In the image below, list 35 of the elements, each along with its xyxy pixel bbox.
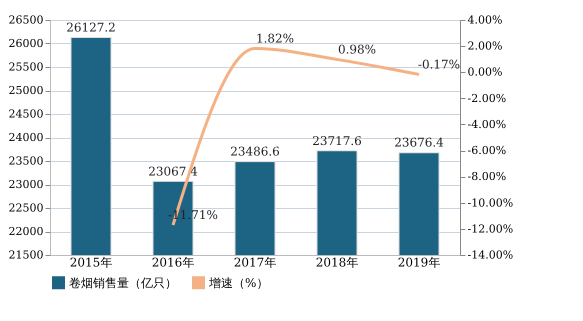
y-tick-label: 25500 (8, 60, 44, 74)
y-tick-label: 21500 (8, 248, 44, 262)
legend-label: 增速（%） (208, 276, 268, 290)
y2-tick-label: 0.00% (468, 66, 502, 79)
y2-tick-label: -6.00% (468, 144, 506, 158)
y-tick-label: 26000 (8, 37, 44, 50)
y-tick-label: 24000 (8, 131, 44, 144)
y2-tick-label: 2.00% (468, 40, 502, 53)
y2-tick-label: -8.00% (468, 170, 506, 184)
y2-tick-label: -4.00% (468, 118, 506, 131)
x-tick-label: 2019年 (398, 256, 440, 270)
data-label: 23676.4 (394, 136, 444, 150)
x-tick-label: 2018年 (316, 256, 358, 270)
x-tick-label: 2016年 (152, 256, 194, 270)
y2-tick-label: -2.00% (468, 92, 506, 105)
y-tick-label: 24500 (8, 108, 44, 120)
data-label: 23717.6 (312, 134, 362, 148)
y2-tick-label: -12.00% (468, 222, 514, 236)
data-label: 1.82% (256, 31, 294, 46)
x-tick-label: 2015年 (70, 256, 112, 270)
data-label: 23486.6 (230, 144, 280, 159)
y2-tick-label: 4.00% (468, 14, 502, 26)
y-tick-label: 22500 (8, 202, 44, 214)
y-tick-label: 26500 (8, 14, 44, 26)
data-label: 26127.2 (66, 20, 116, 35)
y-tick-label: 23000 (8, 178, 44, 191)
y-tick-label: 23500 (8, 154, 44, 168)
y2-tick-label: -10.00% (468, 196, 514, 210)
x-tick-label: 2017年 (234, 256, 276, 270)
legend-label: 卷烟销售量（亿只） (69, 276, 177, 290)
y2-tick-label: -14.00% (468, 248, 514, 262)
data-label: -0.17% (418, 57, 460, 72)
y-tick-label: 25000 (8, 84, 44, 97)
data-label: 0.98% (338, 42, 376, 56)
y-tick-label: 22000 (8, 225, 44, 238)
